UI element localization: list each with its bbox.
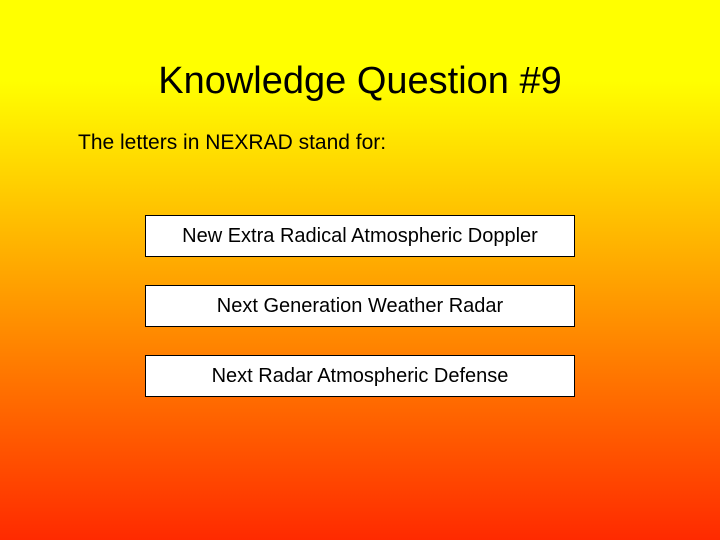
option-label: Next Generation Weather Radar bbox=[217, 295, 503, 318]
question-text: The letters in NEXRAD stand for: bbox=[78, 131, 642, 155]
option-2[interactable]: Next Generation Weather Radar bbox=[145, 285, 575, 327]
slide-title: Knowledge Question #9 bbox=[0, 60, 720, 103]
options-container: New Extra Radical Atmospheric Doppler Ne… bbox=[0, 215, 720, 397]
quiz-slide: Knowledge Question #9 The letters in NEX… bbox=[0, 0, 720, 540]
option-1[interactable]: New Extra Radical Atmospheric Doppler bbox=[145, 215, 575, 257]
option-3[interactable]: Next Radar Atmospheric Defense bbox=[145, 355, 575, 397]
option-label: Next Radar Atmospheric Defense bbox=[212, 365, 509, 388]
option-label: New Extra Radical Atmospheric Doppler bbox=[182, 225, 538, 248]
